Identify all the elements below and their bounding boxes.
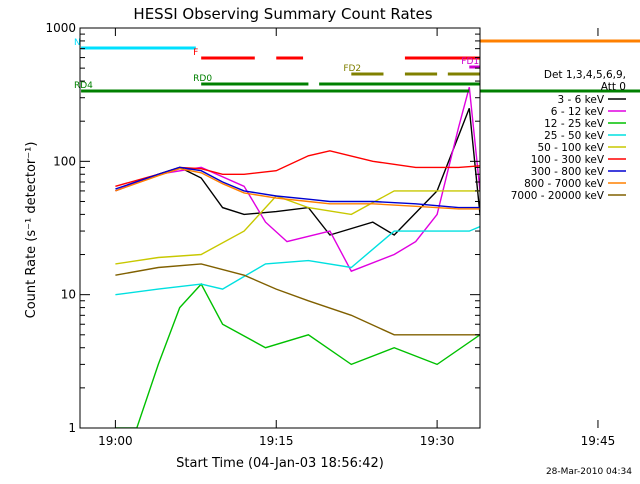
flag-label-RD0: RD0	[193, 74, 212, 84]
series-line-6	[115, 166, 480, 209]
legend-title: Att 0	[601, 81, 626, 93]
plot-frame	[79, 27, 481, 429]
footer-timestamp: 28-Mar-2010 04:34	[546, 467, 632, 477]
series-line-8	[115, 263, 480, 336]
series-line-1	[115, 87, 480, 273]
legend-label: 100 - 300 keV	[531, 154, 605, 166]
legend-label: 800 - 7000 keV	[524, 178, 605, 190]
y-tick-label: 1000	[45, 21, 76, 35]
x-tick-label: 19:00	[98, 434, 133, 448]
chart-title: HESSI Observing Summary Count Rates	[133, 5, 432, 23]
y-tick-label: 1	[68, 421, 76, 435]
legend-title: Det 1,3,4,5,6,9,	[544, 69, 626, 81]
series-line-3	[115, 225, 480, 296]
legend-label: 50 - 100 keV	[537, 142, 604, 154]
flag-label-FD1: FD1	[461, 57, 479, 67]
flag-label-N: N	[74, 38, 81, 48]
legend-label: 7000 - 20000 keV	[511, 190, 605, 202]
y-tick-label: 10	[61, 288, 76, 302]
flag-label-F: F	[193, 48, 198, 58]
series-line-2	[115, 282, 480, 428]
axis-layer: 19:0019:1519:3019:4520:0020:1520:3011010…	[45, 21, 616, 448]
y-axis-label: Count Rate (s⁻¹ detector⁻¹)	[24, 142, 39, 319]
plot-layer: NFFD1FD2RD0RD4S	[74, 38, 640, 428]
flag-label-FD2: FD2	[343, 64, 361, 74]
series-line-7	[115, 167, 480, 210]
x-axis-label: Start Time (04-Jan-03 18:56:42)	[176, 456, 384, 471]
legend-label: 6 - 12 keV	[551, 106, 605, 118]
x-tick-label: 19:30	[420, 434, 455, 448]
series-line-4	[115, 190, 480, 265]
legend-label: 12 - 25 keV	[544, 118, 605, 130]
legend-label: 300 - 800 keV	[531, 166, 605, 178]
flag-label-RD4: RD4	[74, 81, 93, 91]
x-tick-label: 19:15	[259, 434, 294, 448]
legend-label: 25 - 50 keV	[544, 130, 605, 142]
series-line-0	[115, 108, 480, 236]
x-tick-label: 19:45	[581, 434, 616, 448]
y-tick-label: 100	[53, 154, 76, 168]
legend-label: 3 - 6 keV	[557, 94, 604, 106]
series-line-5	[115, 150, 480, 187]
